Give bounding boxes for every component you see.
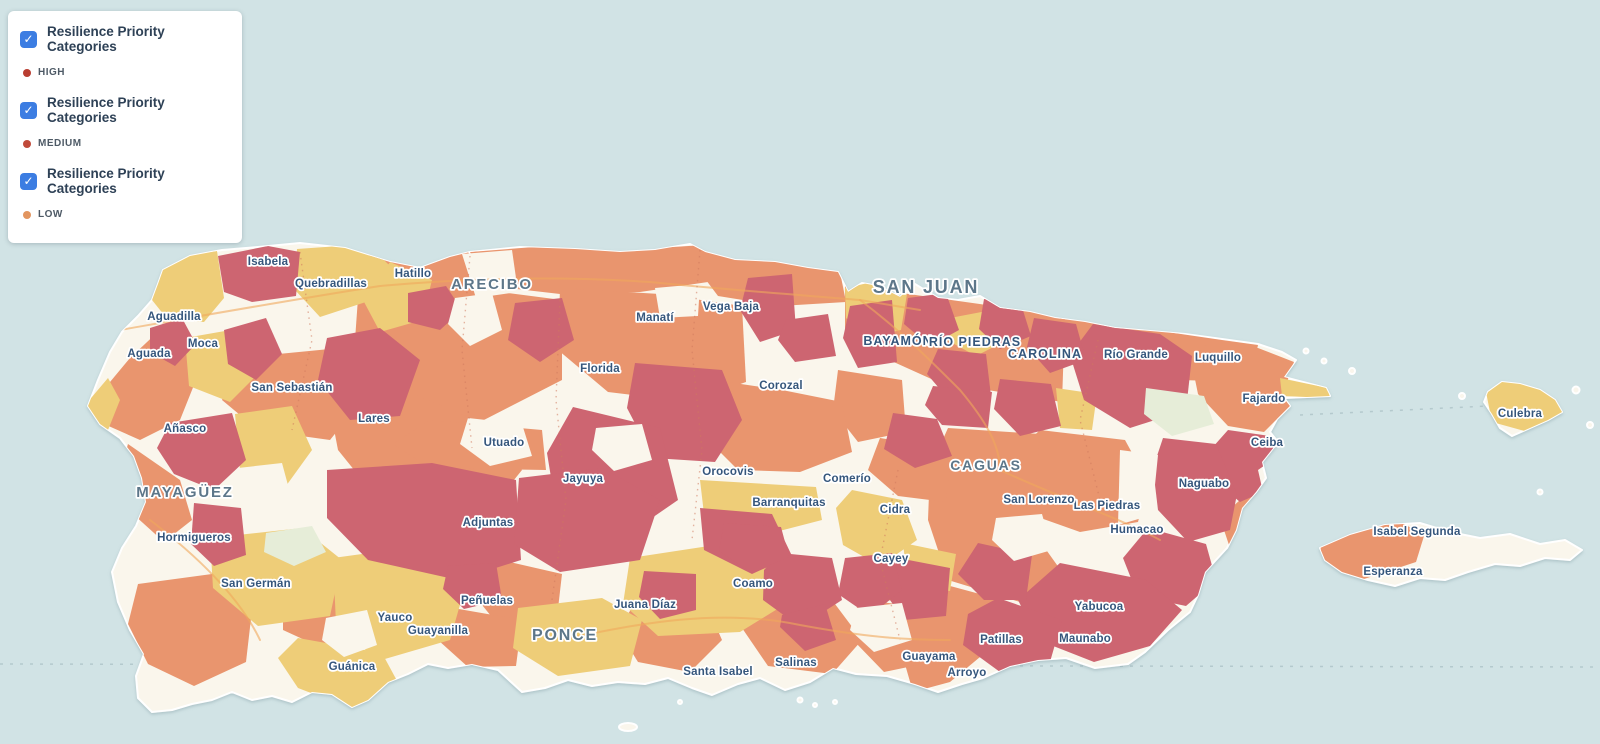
map-label-town: Maunabo (1059, 633, 1111, 645)
map-label-town: Río Grande (1104, 349, 1168, 361)
map-label-city: PONCE (532, 627, 598, 644)
map-label-town: Adjuntas (463, 517, 514, 529)
map-label-city: CAGUAS (950, 457, 1021, 473)
map-label-metro: CAROLINA (1008, 347, 1082, 361)
map-label-town: San Sebastián (251, 382, 332, 394)
map-label-town: Esperanza (1363, 566, 1423, 578)
legend-category-dot (23, 139, 31, 148)
map-label-town: Aguadilla (147, 311, 201, 323)
map-label-town: Guayanilla (408, 625, 469, 637)
legend-category-dot (23, 210, 31, 219)
map-label-town: Culebra (1498, 408, 1543, 420)
map-label-town: Patillas (980, 634, 1022, 646)
map-label-town: Comerío (823, 473, 871, 485)
map-label-town: Jayuya (563, 473, 604, 485)
legend-panel: ✓ Resilience Priority Categories HIGH ✓ … (8, 11, 242, 243)
legend-layer-title: Resilience Priority Categories (47, 95, 165, 125)
map-label-town: Lares (358, 413, 390, 425)
legend-category-label: HIGH (38, 67, 65, 78)
map-label-city: SAN JUAN (873, 277, 979, 297)
map-label-town: Cayey (874, 553, 909, 565)
legend-category-dot (23, 68, 31, 77)
map-label-town: Hormigueros (157, 532, 231, 544)
map-label-town: Cidra (880, 504, 911, 516)
map-label-town: Coamo (733, 578, 773, 590)
map-label-town: Naguabo (1179, 478, 1230, 490)
legend-group: ✓ Resilience Priority Categories LOW (20, 166, 230, 220)
land-gaps (233, 250, 1214, 657)
map-label-town: Juana Díaz (614, 599, 676, 611)
legend-layer-title: Resilience Priority Categories (47, 166, 165, 196)
map-label-town: Manatí (636, 312, 674, 324)
legend-layer-checkbox[interactable]: ✓ (20, 101, 37, 119)
map-label-town: Isabela (248, 256, 289, 268)
map-label-town: Orocovis (702, 466, 753, 478)
map-label-town: Ceiba (1251, 437, 1284, 449)
map-label-town: Arroyo (948, 667, 987, 679)
legend-group: ✓ Resilience Priority Categories MEDIUM (20, 95, 230, 149)
map-label-town: Salinas (775, 657, 817, 669)
map-label-town: Luquillo (1195, 352, 1241, 364)
map-label-town: San Germán (221, 578, 291, 590)
map-label-city: ARECIBO (451, 276, 533, 293)
roads (119, 277, 1161, 641)
legend-layer-checkbox[interactable]: ✓ (20, 172, 37, 190)
map-label-metro: BAYAMÓN (863, 333, 932, 348)
map-label-town: Santa Isabel (683, 666, 753, 678)
map-label-metro: RÍO PIEDRAS (929, 334, 1021, 349)
map-label-town: Aguada (127, 348, 171, 360)
map-label-town: San Lorenzo (1003, 494, 1074, 506)
legend-layer-title: Resilience Priority Categories (47, 24, 165, 54)
map-labels: Isabela Quebradillas Hatillo Aguadilla Moca A… (126, 254, 1544, 681)
map-label-town: Añasco (164, 423, 207, 435)
map-label-town: Vega Baja (703, 301, 760, 313)
map-label-town: Fajardo (1243, 393, 1286, 405)
map-label-town: Las Piedras (1074, 500, 1141, 512)
map-label-town: Utuado (484, 437, 525, 449)
municipal-boundaries (291, 249, 1101, 641)
map-label-town: Yauco (378, 612, 413, 624)
map-label-town: Barranquitas (752, 497, 825, 509)
legend-category-label: LOW (38, 209, 63, 220)
map-label-town: Corozal (759, 380, 803, 392)
map-label-town: Peñuelas (461, 595, 513, 607)
map-label-town: Yabucoa (1075, 601, 1124, 613)
map-label-town: Isabel Segunda (1373, 526, 1461, 538)
map-label-town: Florida (580, 363, 620, 375)
legend-group: ✓ Resilience Priority Categories HIGH (20, 24, 230, 78)
legend-layer-checkbox[interactable]: ✓ (20, 30, 37, 48)
map-label-town: Guánica (329, 661, 376, 673)
map-label-town: Hatillo (395, 268, 432, 280)
legend-category-label: MEDIUM (38, 138, 82, 149)
map-label-town: Humacao (1110, 524, 1163, 536)
map-label-town: Quebradillas (295, 278, 367, 290)
map-label-city: MAYAGÜEZ (136, 484, 233, 501)
map-label-town: Guayama (902, 651, 956, 663)
islets (618, 347, 1594, 732)
map-label-town: Moca (188, 338, 219, 350)
